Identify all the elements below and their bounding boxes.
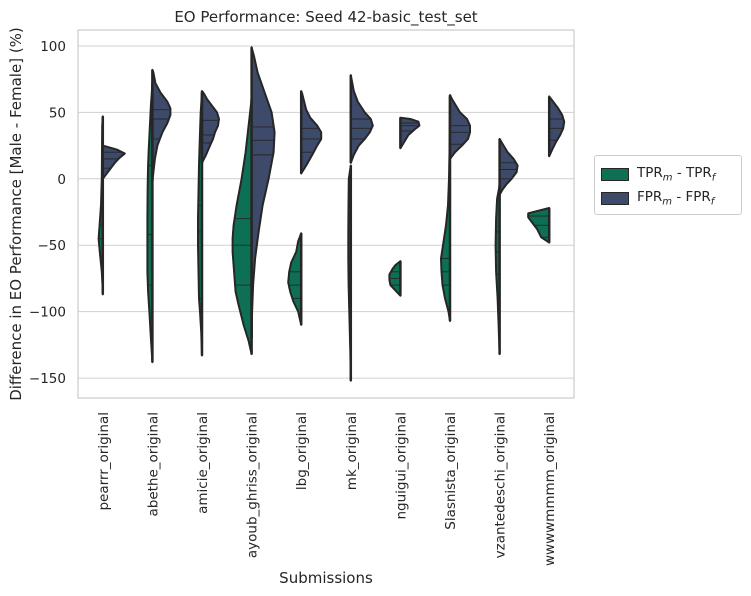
x-tick-label: Slasnista_original [443, 412, 459, 530]
x-tick-label: amicie_original [195, 412, 211, 514]
violin-body [449, 94, 471, 160]
violin-body [548, 95, 566, 158]
y-tick-label: −100 [29, 305, 66, 321]
violin-body [250, 46, 276, 340]
y-tick-label: 0 [57, 172, 66, 188]
legend-item-fpr: FPRm - FPRf [601, 186, 741, 210]
violin-tpr [388, 260, 402, 297]
x-tick-label: abethe_original [145, 412, 161, 517]
violin-fpr [448, 94, 471, 160]
violin-tpr [287, 232, 303, 326]
violin-fpr [349, 74, 374, 164]
violin-body [151, 68, 172, 183]
x-tick-label: vzantedeschi_original [493, 412, 509, 558]
x-tick-label: mk_original [344, 412, 360, 490]
violin-body [201, 90, 220, 164]
y-tick-label: 50 [49, 105, 66, 121]
y-tick-label: −150 [29, 371, 66, 387]
violin-tpr [347, 164, 353, 382]
violin-fpr [547, 95, 566, 158]
plot-frame [77, 29, 575, 399]
x-tick-label: pearrr_original [96, 412, 112, 511]
legend: TPRm - TPRf FPRm - FPRf [594, 155, 742, 215]
violin-fpr [151, 68, 172, 183]
legend-label-fpr: FPRm - FPRf [637, 188, 715, 208]
violin-fpr [399, 116, 421, 150]
y-tick-label: 100 [40, 39, 66, 55]
violin-fpr [498, 137, 519, 196]
violin-tpr [527, 207, 551, 244]
legend-swatch-fpr [601, 191, 629, 205]
x-tick-label: lbg_original [294, 412, 310, 490]
x-tick-label: nguigui_original [393, 412, 409, 520]
violins-layer [97, 46, 566, 382]
violin-fpr [299, 90, 323, 175]
x-tick-labels: pearrr_original abethe_original amicie_ori… [96, 412, 558, 566]
x-axis-label: Submissions [279, 569, 373, 587]
legend-swatch-tpr [601, 167, 629, 181]
legend-label-tpr: TPRm - TPRf [637, 164, 716, 184]
violin-body [101, 144, 126, 180]
x-tick-label: ayoub_ghriss_original [245, 412, 261, 558]
y-tick-labels: 100 50 0 −50 −100 −150 [29, 39, 66, 387]
y-tick-label: −50 [38, 238, 67, 254]
legend-item-tpr: TPRm - TPRf [601, 162, 741, 186]
violin-fpr [200, 90, 220, 164]
x-tick-label: wwwwmmmm_original [542, 412, 558, 566]
violin-fpr [101, 144, 126, 180]
y-axis-label: Difference in EO Performance [Male - Fem… [7, 27, 25, 401]
violin-fpr [250, 46, 276, 340]
violin-body [498, 137, 519, 196]
chart-title: EO Performance: Seed 42-basic_test_set [174, 8, 477, 27]
